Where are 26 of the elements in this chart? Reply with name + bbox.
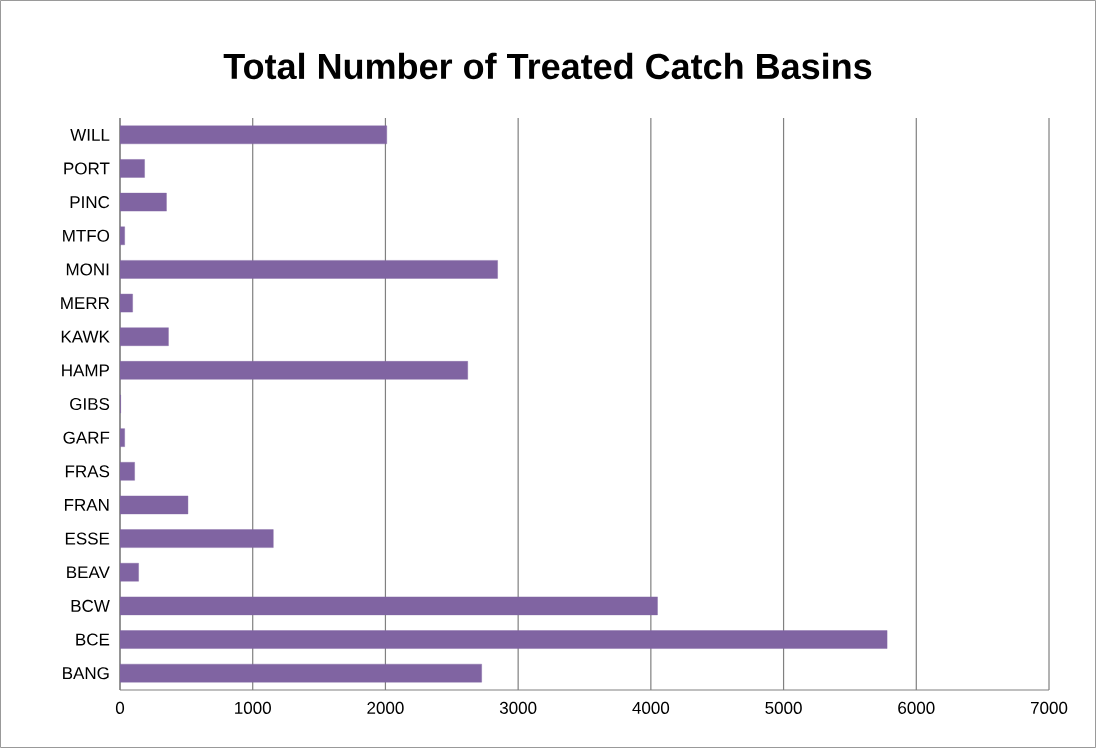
x-tick-label: 0 xyxy=(115,701,125,714)
y-tick-label: BEAV xyxy=(67,566,110,579)
chart-title: Total Number of Treated Catch Basins xyxy=(223,52,872,80)
y-tick-label: MTFO xyxy=(63,229,110,242)
y-tick-label: GARF xyxy=(63,431,110,444)
y-tick-label: KAWK xyxy=(61,330,110,343)
x-tick-label: 3000 xyxy=(499,701,537,714)
y-tick-label: FRAS xyxy=(65,465,110,478)
y-tick-label: MERR xyxy=(61,297,110,309)
y-tick-label: BCE xyxy=(76,633,110,646)
y-tick-label: ESSE xyxy=(65,532,110,545)
y-tick-label: PORT xyxy=(64,162,110,175)
y-tick-label: FRAN xyxy=(65,499,109,511)
y-tick-label: HAMP xyxy=(62,364,109,377)
x-tick-label: 1000 xyxy=(235,701,271,714)
x-tick-label: 7000 xyxy=(1030,701,1068,714)
x-tick-label: 2000 xyxy=(367,701,404,714)
y-tick-label: BCW xyxy=(71,599,110,612)
y-tick-label: PINC xyxy=(70,196,110,209)
y-tick-label: MONI xyxy=(66,263,109,276)
y-tick-label: BANG xyxy=(63,667,109,680)
x-tick-label: 4000 xyxy=(632,701,670,714)
x-tick-label: 6000 xyxy=(898,701,935,714)
y-tick-label: WILL xyxy=(70,128,110,141)
y-tick-label: GIBS xyxy=(70,397,110,411)
x-tick-label: 5000 xyxy=(765,701,802,714)
